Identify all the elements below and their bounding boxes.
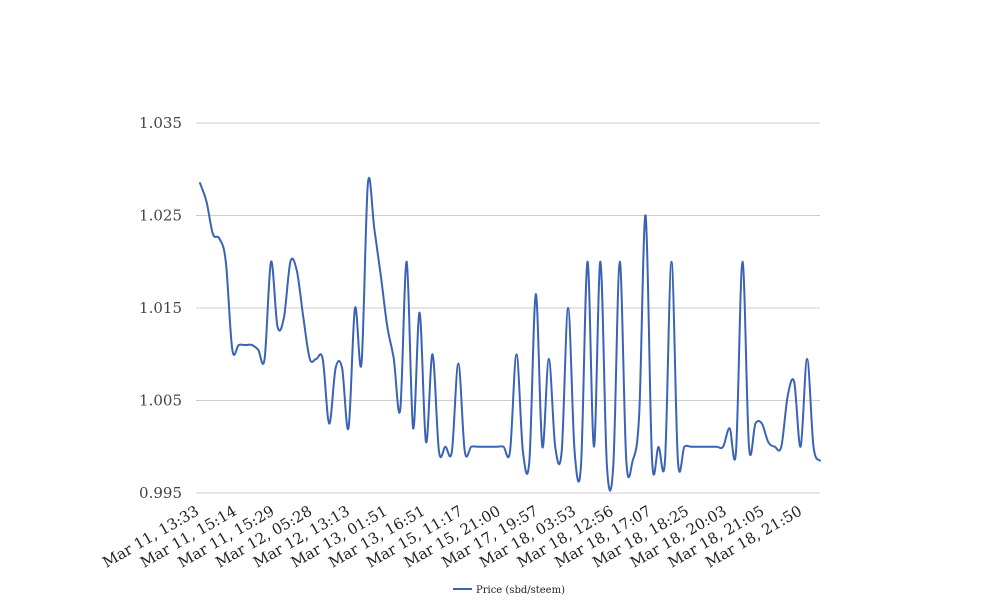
y-tick-label: 1.005: [139, 392, 182, 410]
legend-label: Price (sbd/steem): [476, 585, 565, 596]
series-line-price: [199, 176, 821, 492]
legend: Price (sbd/steem): [453, 585, 565, 596]
y-tick-label: 1.035: [139, 114, 182, 132]
y-tick-label: 1.025: [139, 207, 182, 225]
series-layer: [199, 176, 821, 492]
y-tick-label: 1.015: [139, 299, 182, 317]
grid-lines: [196, 122, 820, 494]
y-axis-tick-labels: 0.995 1.005 1.015 1.025 1.035: [139, 114, 182, 502]
y-tick-label: 0.995: [139, 484, 182, 502]
